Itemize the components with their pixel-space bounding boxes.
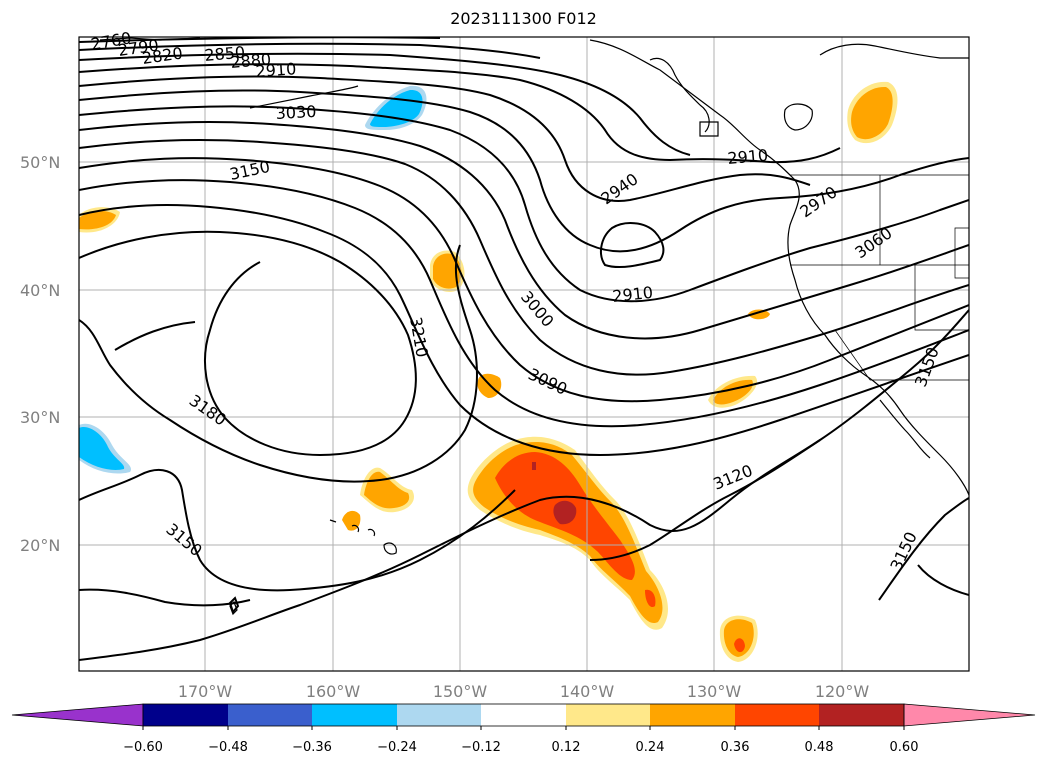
negative-anomaly-shading — [79, 85, 427, 474]
colorbar-segment — [397, 704, 481, 726]
colorbar-tick-label: 0.48 — [805, 740, 834, 755]
map-frame — [78, 36, 970, 672]
colorbar-tick-label: −0.12 — [461, 740, 501, 755]
contour-label: 2850 — [204, 43, 246, 65]
lon-label: 130°W — [687, 682, 742, 701]
colorbar-segment — [566, 704, 650, 726]
colorbar-tick-label: 0.12 — [552, 740, 581, 755]
colorbar-tick-label: −0.48 — [208, 740, 248, 755]
contour-label: 2910 — [255, 59, 297, 81]
colorbar-extend-min — [11, 703, 144, 727]
contour-label: 2910 — [611, 283, 653, 306]
lon-label: 150°W — [433, 682, 488, 701]
lon-label: 170°W — [178, 682, 233, 701]
contour-label: 2880 — [230, 50, 272, 72]
map-panel — [79, 37, 969, 671]
contour-label: 2910 — [727, 146, 769, 168]
lon-label: 160°W — [306, 682, 361, 701]
latitude-labels: 50°N 40°N 30°N 20°N — [20, 153, 60, 555]
colorbar-ticks — [142, 726, 905, 730]
lon-label: 120°W — [815, 682, 870, 701]
colorbar-segment — [312, 704, 397, 726]
lat-label: 40°N — [20, 281, 60, 300]
map-title: 2023111300 F012 — [450, 9, 597, 28]
longitude-labels: 170°W 160°W 150°W 140°W 130°W 120°W — [178, 682, 870, 701]
colorbar-segment — [143, 704, 228, 726]
lat-label: 30°N — [20, 408, 60, 427]
lon-label: 140°W — [560, 682, 615, 701]
colorbar-segment — [228, 704, 312, 726]
colorbar-tick-label: −0.60 — [123, 740, 163, 755]
colorbar-segment — [735, 704, 819, 726]
colorbar-segment — [481, 704, 566, 726]
colorbar: −0.60 −0.48 −0.36 −0.24 −0.12 0.12 0.24 … — [11, 703, 1036, 755]
colorbar-segment — [819, 704, 904, 726]
colorbar-extend-max — [903, 703, 1036, 727]
lat-label: 50°N — [20, 153, 60, 172]
colorbar-tick-label: −0.36 — [292, 740, 332, 755]
colorbar-tick-label: 0.24 — [636, 740, 665, 755]
colorbar-segment — [650, 704, 735, 726]
colorbar-tick-label: 0.60 — [890, 740, 919, 755]
contour-label: 3030 — [275, 102, 317, 123]
colorbar-tick-label: 0.36 — [721, 740, 750, 755]
colorbar-tick-label: −0.24 — [377, 740, 417, 755]
lat-label: 20°N — [20, 536, 60, 555]
positive-anomaly-shading — [79, 81, 898, 662]
political-borders — [790, 174, 969, 381]
